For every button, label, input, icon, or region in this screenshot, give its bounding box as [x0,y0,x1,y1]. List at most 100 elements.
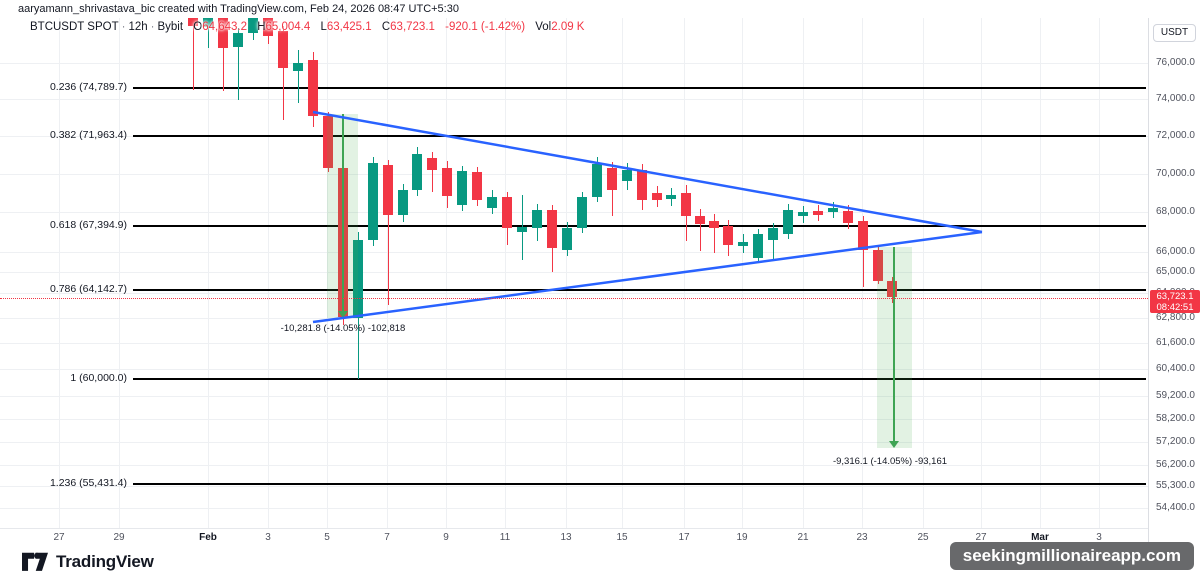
volume-label: Vol [535,21,552,33]
candle-body[interactable] [768,228,778,240]
candle-body[interactable] [738,242,748,246]
candle-body[interactable] [577,197,587,228]
candle-body[interactable] [813,211,823,215]
candle-body[interactable] [398,190,408,215]
candle-body[interactable] [323,116,333,168]
fib-level-label: 0.618 (67,394.9) [49,219,127,231]
time-tick-label: 27 [975,532,987,543]
candle-body[interactable] [293,63,303,71]
candle-body[interactable] [308,60,318,116]
price-tick-label: 60,400.0 [1156,363,1195,374]
price-tick-label: 65,000.0 [1156,266,1195,277]
horizontal-gridline [0,272,1148,273]
candle-body[interactable] [412,154,422,190]
fib-level-line[interactable] [133,483,1146,485]
candle-body[interactable] [547,210,557,248]
candle-body[interactable] [753,234,763,258]
price-tick-label: 62,800.0 [1156,312,1195,323]
candle-wick [772,223,774,259]
candle-body[interactable] [652,193,662,200]
symbol-title[interactable]: BTCUSDT SPOT [30,21,119,33]
candle-body[interactable] [442,168,452,196]
horizontal-gridline [0,99,1148,100]
candle-body[interactable] [709,221,719,228]
measure-arrow-head-icon [338,311,348,318]
high-value: 65,004.4 [265,21,311,33]
candle-wick [387,160,389,305]
candle-body[interactable] [278,31,288,68]
candle-body[interactable] [873,250,883,281]
candle-body[interactable] [622,170,632,181]
candle-wick [222,14,224,91]
candle-wick [192,14,194,90]
horizontal-gridline [0,486,1148,487]
trendline[interactable] [312,230,983,324]
vertical-gridline [119,0,120,528]
chart-canvas[interactable]: 0.236 (74,789.7) 0.382 (71,963.4) 0.618 (6… [0,0,1148,528]
time-tick-label: 27 [53,532,65,543]
candle-body[interactable] [427,158,437,170]
time-tick-label: 3 [1096,532,1102,543]
candle-body[interactable] [502,197,512,228]
time-tick-label: 3 [265,532,271,543]
fib-level-line[interactable] [133,289,1146,291]
interval[interactable]: 12h [128,21,148,33]
candle-body[interactable] [783,210,793,234]
fib-level-line[interactable] [133,135,1146,137]
candle-body[interactable] [828,208,838,212]
price-axis[interactable]: USDT 63,723.1 08:42:51 76,000.0 74,000.0 7… [1148,0,1200,545]
candle-body[interactable] [592,164,602,197]
candle-body[interactable] [248,14,258,33]
tradingview-logo-text: TradingView [56,552,154,571]
time-tick-label: 7 [384,532,390,543]
trendline[interactable] [312,110,983,234]
candle-body[interactable] [723,226,733,245]
candle-body[interactable] [383,165,393,215]
candle-wick [862,216,864,287]
candle-body[interactable] [681,193,691,216]
tradingview-logo[interactable]: TradingView [22,552,154,572]
time-tick-label: 29 [113,532,125,543]
price-tick-label: 66,000.0 [1156,246,1195,257]
candle-body[interactable] [562,228,572,250]
candle-body[interactable] [457,171,467,205]
candle-body[interactable] [353,240,363,318]
horizontal-gridline [0,419,1148,420]
triangle-trendlines[interactable] [0,0,1148,528]
candle-body[interactable] [887,281,897,297]
candle-body[interactable] [233,33,243,47]
candle-body[interactable] [368,163,378,240]
time-tick-label: 13 [560,532,572,543]
candle-body[interactable] [263,14,273,36]
candle-body[interactable] [637,170,647,200]
candle-body[interactable] [858,221,868,250]
candle-body[interactable] [843,211,853,223]
candle-body[interactable] [798,212,808,216]
candle-body[interactable] [203,16,213,27]
candle-body[interactable] [487,197,497,208]
candle-body[interactable] [218,18,228,48]
candle-wick [207,11,209,48]
candle-body[interactable] [695,216,705,224]
candle-body[interactable] [472,172,482,200]
fib-level-line[interactable] [133,225,1146,227]
candle-body[interactable] [532,210,542,228]
time-axis[interactable]: 27 29 Feb 3 5 7 9 11 13 15 17 19 21 23 25 27 Mar 3 [0,528,1148,545]
exchange[interactable]: Bybit [157,21,184,33]
price-tick-label: 70,000.0 [1156,168,1195,179]
price-tick-label: 54,400.0 [1156,502,1195,513]
close-value: 63,723.1 [390,21,435,33]
candle-wick [699,209,701,251]
fib-level-line[interactable] [133,87,1146,89]
symbol-ohlc-bar[interactable]: BTCUSDT SPOT · 12h · Bybit O64,643.2 H65,004… [30,21,584,38]
low-value: 63,425.1 [326,21,372,33]
candle-body[interactable] [666,195,676,199]
candle-body[interactable] [607,168,617,190]
currency-toggle-button[interactable]: USDT [1153,24,1196,42]
candle-body[interactable] [188,14,198,26]
candle-wick [297,50,299,103]
candle-body[interactable] [517,227,527,232]
time-tick-label: 19 [736,532,748,543]
fib-level-line[interactable] [133,378,1146,380]
vertical-gridline [1040,0,1041,528]
